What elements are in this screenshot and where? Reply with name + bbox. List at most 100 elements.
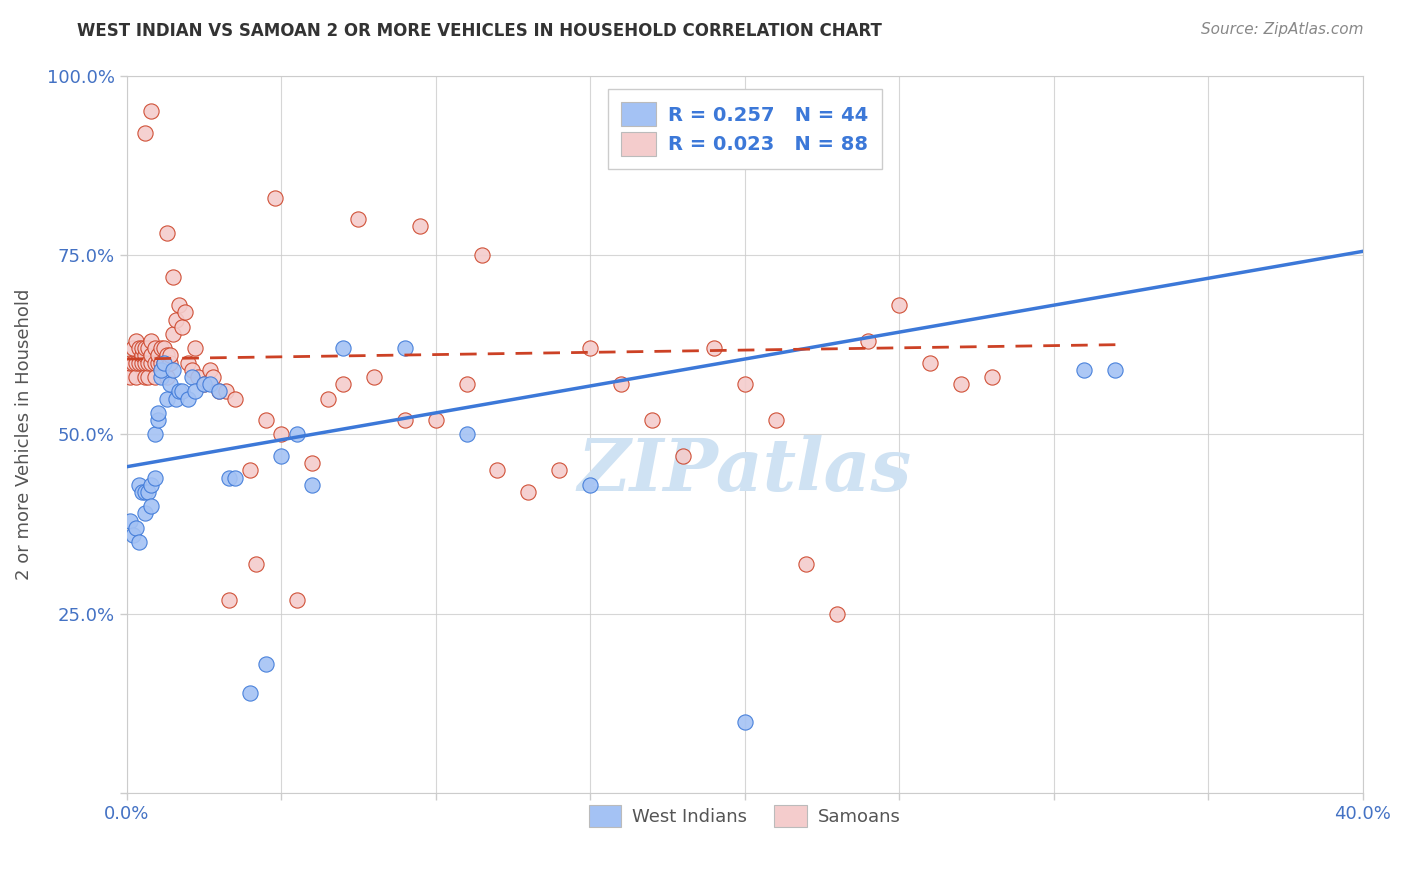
Point <box>162 269 184 284</box>
Point <box>152 356 174 370</box>
Point <box>128 341 150 355</box>
Point <box>180 370 202 384</box>
Point <box>134 341 156 355</box>
Point <box>141 334 163 348</box>
Point <box>125 521 148 535</box>
Point <box>734 714 756 729</box>
Point <box>134 484 156 499</box>
Point <box>156 392 179 406</box>
Point <box>180 363 202 377</box>
Point <box>332 341 354 355</box>
Point <box>134 370 156 384</box>
Point <box>152 356 174 370</box>
Point <box>486 463 509 477</box>
Point <box>165 392 187 406</box>
Point <box>409 219 432 234</box>
Point <box>122 341 145 355</box>
Point <box>162 326 184 341</box>
Point <box>949 377 972 392</box>
Point <box>141 356 163 370</box>
Point <box>143 470 166 484</box>
Point <box>174 305 197 319</box>
Point <box>672 449 695 463</box>
Point <box>143 427 166 442</box>
Point <box>177 392 200 406</box>
Point <box>187 370 209 384</box>
Point <box>394 413 416 427</box>
Point <box>128 535 150 549</box>
Point <box>579 341 602 355</box>
Point <box>224 470 246 484</box>
Point <box>149 356 172 370</box>
Point <box>224 392 246 406</box>
Point <box>131 356 153 370</box>
Point <box>363 370 385 384</box>
Point <box>131 341 153 355</box>
Point <box>301 477 323 491</box>
Point <box>156 227 179 241</box>
Point <box>159 349 181 363</box>
Point <box>918 356 941 370</box>
Point <box>980 370 1002 384</box>
Point <box>122 528 145 542</box>
Point <box>141 500 163 514</box>
Point <box>136 370 159 384</box>
Legend: West Indians, Samoans: West Indians, Samoans <box>582 798 908 835</box>
Point <box>517 484 540 499</box>
Point <box>167 298 190 312</box>
Text: Source: ZipAtlas.com: Source: ZipAtlas.com <box>1201 22 1364 37</box>
Point <box>149 341 172 355</box>
Point <box>167 384 190 399</box>
Point <box>149 363 172 377</box>
Point <box>471 248 494 262</box>
Point <box>202 370 225 384</box>
Point <box>128 477 150 491</box>
Point <box>141 349 163 363</box>
Point <box>703 341 725 355</box>
Point <box>131 484 153 499</box>
Point <box>270 449 292 463</box>
Point <box>270 427 292 442</box>
Point <box>159 356 181 370</box>
Point <box>128 356 150 370</box>
Point <box>172 384 194 399</box>
Point <box>118 514 141 528</box>
Point <box>136 356 159 370</box>
Point <box>183 341 205 355</box>
Point <box>134 126 156 140</box>
Point <box>734 377 756 392</box>
Point <box>264 190 287 204</box>
Point <box>125 334 148 348</box>
Point <box>285 427 308 442</box>
Point <box>579 477 602 491</box>
Point <box>347 212 370 227</box>
Point <box>118 356 141 370</box>
Point <box>239 686 262 700</box>
Point <box>172 319 194 334</box>
Y-axis label: 2 or more Vehicles in Household: 2 or more Vehicles in Household <box>15 289 32 580</box>
Point <box>245 557 267 571</box>
Point <box>316 392 339 406</box>
Point <box>149 370 172 384</box>
Point <box>858 334 880 348</box>
Point <box>125 356 148 370</box>
Point <box>136 484 159 499</box>
Point <box>141 477 163 491</box>
Point <box>134 349 156 363</box>
Point <box>131 349 153 363</box>
Point <box>146 349 169 363</box>
Text: WEST INDIAN VS SAMOAN 2 OR MORE VEHICLES IN HOUSEHOLD CORRELATION CHART: WEST INDIAN VS SAMOAN 2 OR MORE VEHICLES… <box>77 22 882 40</box>
Point <box>208 384 231 399</box>
Point <box>143 370 166 384</box>
Point <box>239 463 262 477</box>
Point <box>193 377 215 392</box>
Point <box>827 607 849 621</box>
Point <box>332 377 354 392</box>
Point <box>1073 363 1095 377</box>
Point <box>198 377 221 392</box>
Point <box>156 349 179 363</box>
Point <box>1104 363 1126 377</box>
Point <box>146 406 169 420</box>
Point <box>456 377 478 392</box>
Point <box>136 341 159 355</box>
